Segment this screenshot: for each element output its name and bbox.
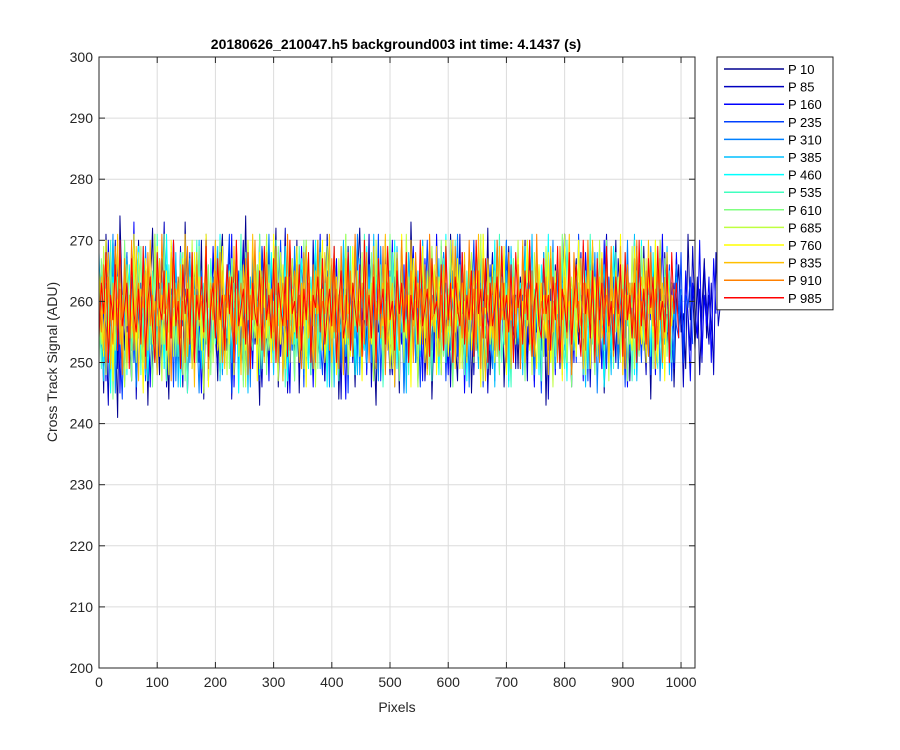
y-axis-label: Cross Track Signal (ADU) (44, 282, 60, 442)
x-tick-label: 700 (495, 674, 519, 690)
legend-label: P 10 (788, 62, 815, 77)
legend-label: P 760 (788, 238, 822, 253)
legend-label: P 160 (788, 97, 822, 112)
axes-layer: 0 100 200 300 400 500 600 700 800 900 1000 200 210 22… (70, 49, 697, 690)
x-tick-label: 0 (95, 674, 103, 690)
x-tick-label: 200 (204, 674, 228, 690)
y-tick-label: 290 (70, 110, 94, 126)
y-tick-label: 220 (70, 538, 94, 554)
x-tick-label: 1000 (665, 674, 696, 690)
y-tick-label: 270 (70, 232, 94, 248)
legend-label: P 310 (788, 132, 822, 147)
y-tick-label: 260 (70, 293, 94, 309)
legend-box (716, 56, 834, 311)
legend-label: P 610 (788, 203, 822, 218)
legend-label: P 385 (788, 150, 822, 165)
x-tick-label: 800 (553, 674, 577, 690)
y-tick-label: 210 (70, 599, 94, 615)
legend: P 10 P 85 P 160 P 235 P 310 P 385 P 460 P 535 P … (716, 56, 834, 311)
legend-label: P 460 (788, 168, 822, 183)
legend-label: P 235 (788, 115, 822, 130)
y-tick-label: 280 (70, 171, 94, 187)
x-tick-label: 400 (320, 674, 344, 690)
y-tick-label: 230 (70, 477, 94, 493)
legend-label: P 685 (788, 220, 822, 235)
y-tick-label: 250 (70, 355, 94, 371)
legend-label: P 910 (788, 273, 822, 288)
y-tick-label: 200 (70, 660, 94, 676)
x-tick-label: 600 (437, 674, 461, 690)
x-tick-label: 100 (146, 674, 170, 690)
y-tick-label: 300 (70, 49, 94, 65)
series-line-p985 (98, 239, 680, 370)
legend-label: P 85 (788, 80, 815, 95)
legend-label: P 985 (788, 291, 822, 306)
series-layer (98, 215, 722, 418)
x-tick-label: 300 (262, 674, 286, 690)
legend-label: P 535 (788, 185, 822, 200)
legend-label: P 835 (788, 256, 822, 271)
x-tick-label: 900 (611, 674, 635, 690)
x-axis-label: Pixels (378, 699, 415, 715)
chart-title: 20180626_210047.h5 background003 int tim… (211, 36, 581, 52)
y-tick-label: 240 (70, 416, 94, 432)
x-tick-label: 500 (378, 674, 402, 690)
